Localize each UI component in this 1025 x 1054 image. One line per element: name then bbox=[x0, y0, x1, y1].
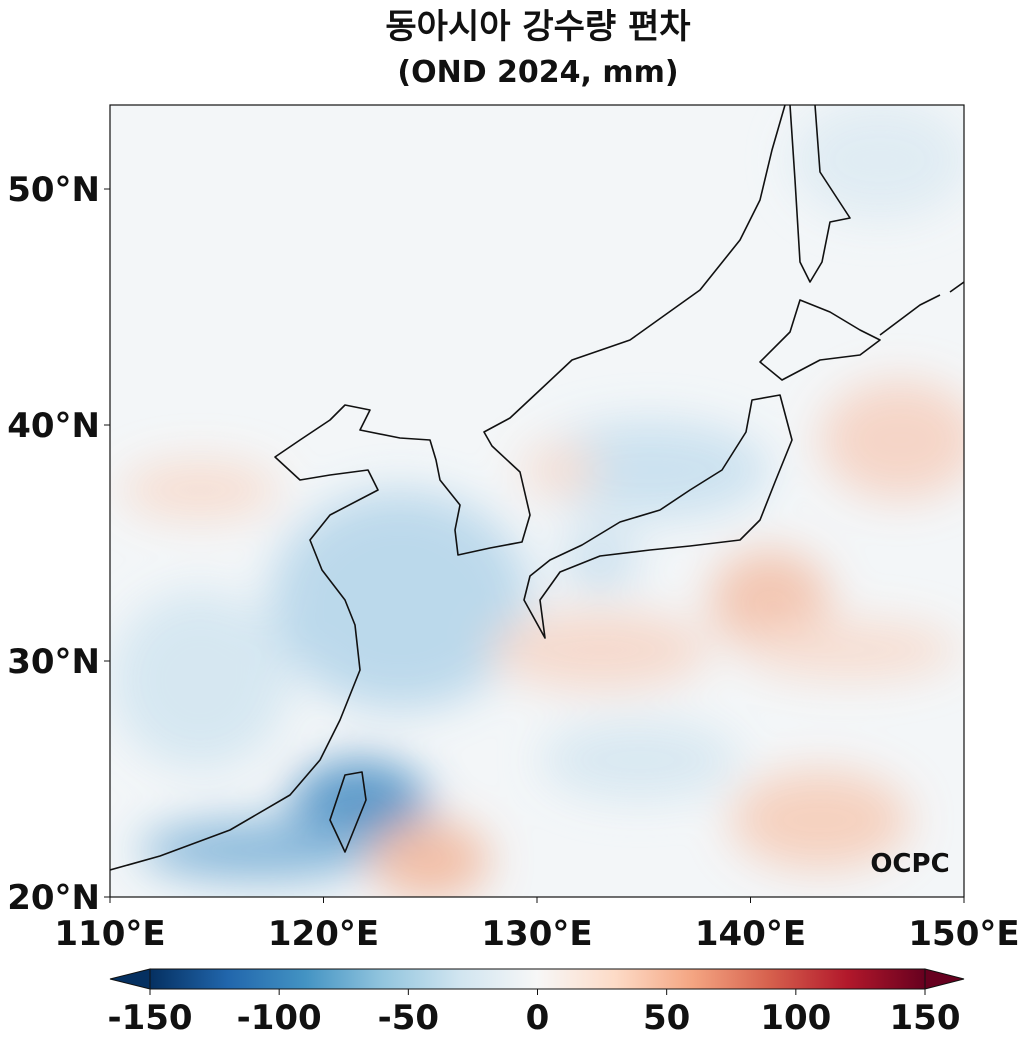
x-tick-label: 140°E bbox=[695, 914, 806, 954]
coastline bbox=[110, 105, 786, 871]
map-field: OCPC bbox=[110, 105, 964, 897]
coastline bbox=[759, 299, 881, 381]
coastline bbox=[523, 394, 793, 639]
x-tick-label: 120°E bbox=[268, 914, 379, 954]
x-tick-label: 110°E bbox=[54, 914, 165, 954]
coastline bbox=[789, 105, 851, 283]
colorbar-tick-label: -100 bbox=[237, 998, 322, 1038]
coastline bbox=[879, 281, 964, 336]
coastline bbox=[329, 771, 367, 853]
colorbar-tick-label: 0 bbox=[526, 998, 550, 1038]
y-tick-label: 20°N bbox=[7, 878, 100, 918]
colorbar-tick-label: 50 bbox=[643, 998, 690, 1038]
y-tick-label: 50°N bbox=[7, 170, 100, 210]
colorbar-extend-high bbox=[924, 968, 965, 990]
watermark: OCPC bbox=[870, 849, 949, 879]
colorbar-tick-label: 150 bbox=[890, 998, 961, 1038]
colorbar-extend-low bbox=[109, 968, 151, 990]
colorbar: -150 -100 -50 0 50 100 150 bbox=[107, 968, 965, 1038]
colorbar-body bbox=[149, 968, 926, 990]
x-tick-label: 130°E bbox=[481, 914, 592, 954]
axes: 110°E 120°E 130°E 140°E 150°E 20°N 30°N 40°N 50°… bbox=[7, 170, 1019, 954]
title: 동아시아 강수량 편차 bbox=[385, 7, 690, 47]
colorbar-tick-label: -50 bbox=[378, 998, 439, 1038]
x-tick-label: 150°E bbox=[908, 914, 1019, 954]
y-tick-label: 30°N bbox=[7, 642, 100, 682]
colorbar-tick-label: -150 bbox=[107, 998, 192, 1038]
colorbar-tick-label: 100 bbox=[760, 998, 831, 1038]
y-tick-label: 40°N bbox=[7, 406, 100, 446]
subtitle: (OND 2024, mm) bbox=[397, 55, 678, 90]
